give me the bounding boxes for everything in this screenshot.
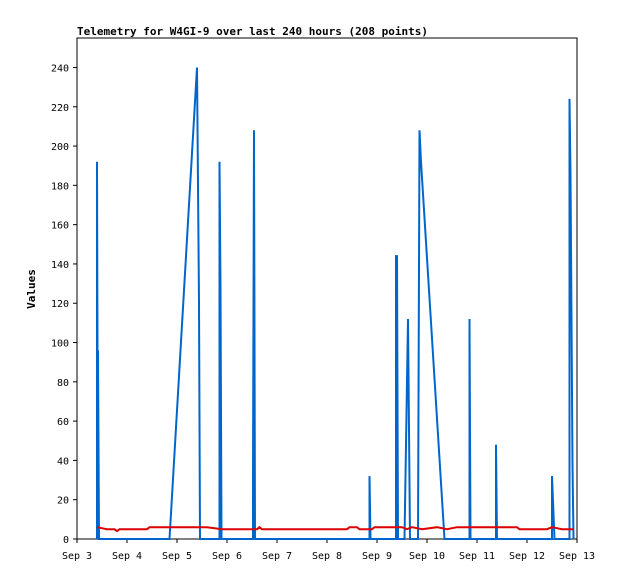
- y-tick-label: 220: [51, 103, 69, 114]
- series-line-1: [96, 67, 575, 540]
- x-tick-label: Sep 5: [162, 551, 192, 562]
- y-axis: 0 20 40 60 80 100 120 140 160 180 200 220 240: [51, 63, 77, 546]
- chart-title: Telemetry for W4GI-9 over last 240 hours…: [77, 25, 428, 38]
- series-layer: [96, 67, 575, 540]
- x-tick-label: Sep 13: [559, 551, 595, 562]
- y-axis-label: Values: [25, 269, 38, 309]
- y-tick-label: 80: [57, 378, 69, 389]
- x-tick-label: Sep 11: [459, 551, 495, 562]
- x-tick-label: Sep 7: [262, 551, 292, 562]
- y-tick-label: 20: [57, 496, 69, 507]
- x-tick-label: Sep 10: [409, 551, 445, 562]
- y-tick-label: 140: [51, 260, 69, 271]
- y-tick-label: 180: [51, 181, 69, 192]
- x-tick-label: Sep 12: [509, 551, 545, 562]
- x-tick-label: Sep 3: [62, 551, 92, 562]
- y-tick-label: 100: [51, 339, 69, 350]
- series-line-2: [96, 525, 574, 533]
- x-tick-label: Sep 4: [112, 551, 142, 562]
- y-tick-label: 60: [57, 417, 69, 428]
- x-tick-label: Sep 9: [362, 551, 392, 562]
- y-tick-label: 240: [51, 63, 69, 74]
- y-tick-label: 40: [57, 456, 69, 467]
- y-tick-label: 200: [51, 142, 69, 153]
- y-tick-label: 160: [51, 221, 69, 232]
- x-tick-label: Sep 8: [312, 551, 342, 562]
- y-tick-label: 0: [63, 535, 69, 546]
- y-tick-label: 120: [51, 299, 69, 310]
- x-tick-label: Sep 6: [212, 551, 242, 562]
